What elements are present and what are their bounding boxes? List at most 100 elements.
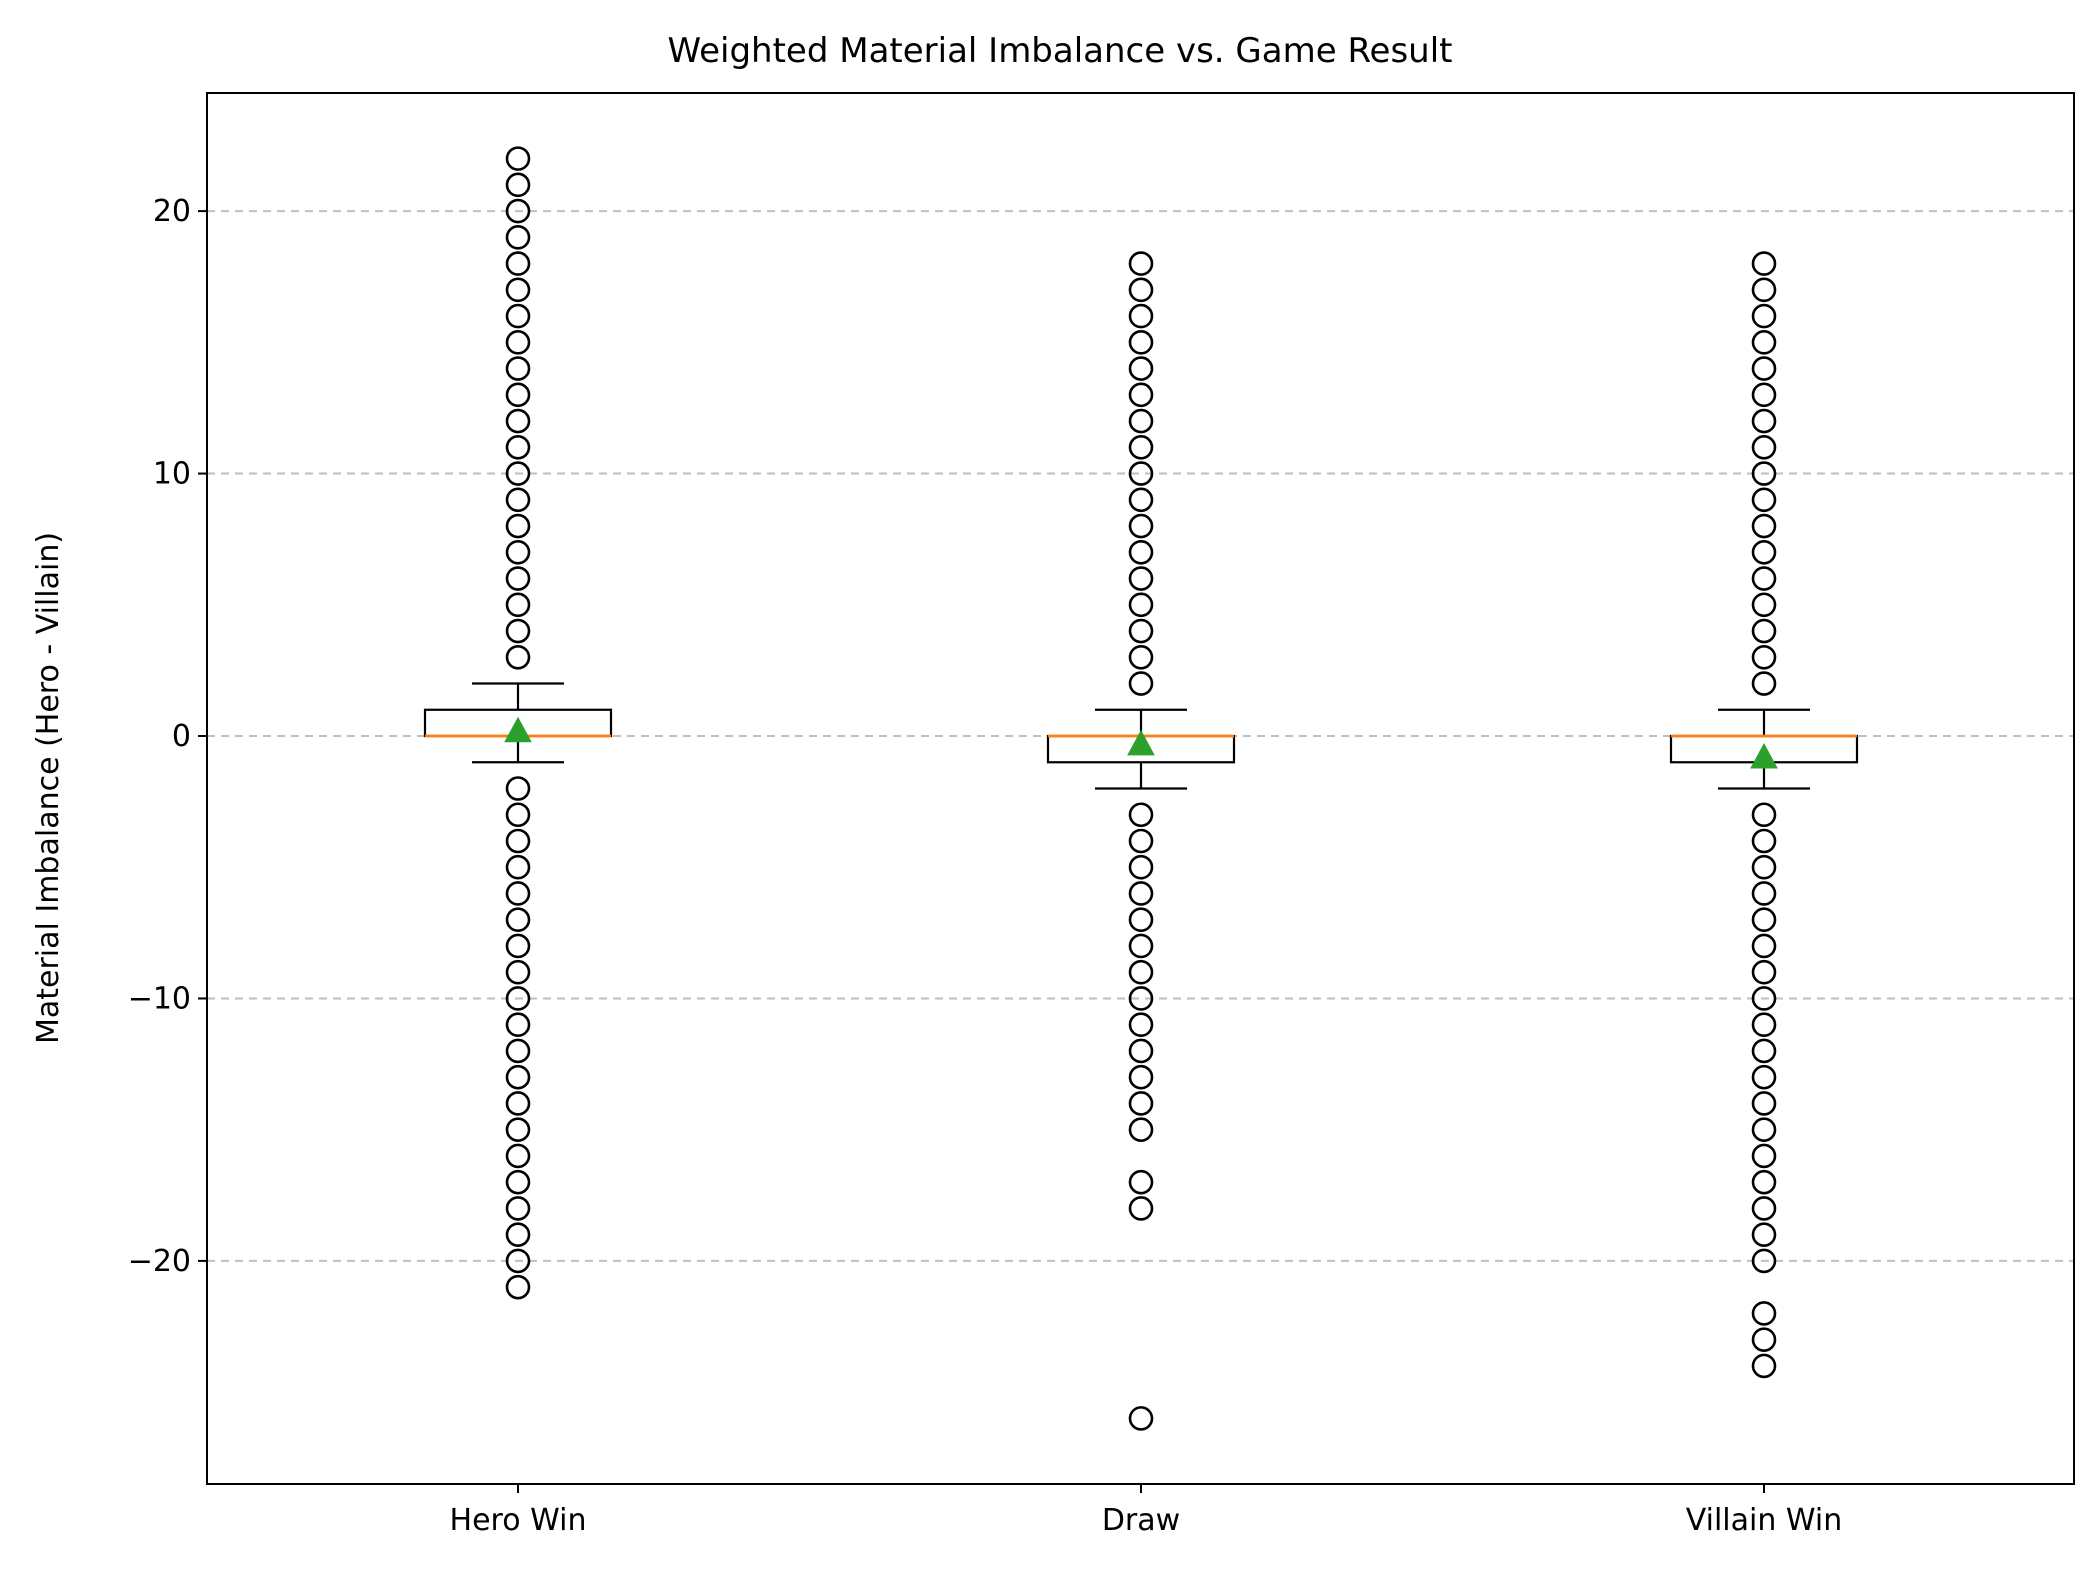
- y-tick-label: −10: [128, 981, 191, 1016]
- outlier-point: [505, 881, 531, 906]
- outlier-point: [505, 1091, 531, 1116]
- outlier-point: [505, 1117, 531, 1142]
- outlier-point: [1128, 277, 1154, 303]
- mean-marker: [1127, 729, 1155, 756]
- outlier-point: [1751, 959, 1777, 985]
- outlier-point: [505, 408, 531, 434]
- outlier-point: [1751, 461, 1777, 486]
- outlier-point: [1128, 1117, 1154, 1142]
- outlier-point: [505, 907, 531, 933]
- outlier-point: [1751, 1169, 1777, 1195]
- outlier-point: [1128, 1038, 1154, 1064]
- outlier-point: [1751, 828, 1777, 854]
- outlier-point: [1128, 251, 1154, 276]
- outlier-point: [505, 1248, 531, 1274]
- box-group: [1046, 708, 1236, 790]
- outlier-point: [1751, 566, 1777, 591]
- outlier-point: [505, 1274, 531, 1300]
- outlier-point: [505, 461, 531, 486]
- outlier-point: [1128, 854, 1154, 880]
- outlier-point: [1128, 382, 1154, 408]
- outlier-point: [505, 828, 531, 854]
- outlier-point: [1751, 251, 1777, 276]
- outlier-point: [505, 802, 531, 828]
- outlier-point: [1128, 671, 1154, 696]
- outlier-point: [1751, 644, 1777, 670]
- outlier-point: [1751, 356, 1777, 381]
- outlier-point: [505, 382, 531, 408]
- outlier-point: [1128, 303, 1154, 329]
- outlier-point: [505, 435, 531, 460]
- y-tick-label: 10: [153, 457, 191, 492]
- outlier-point: [1128, 539, 1154, 565]
- outlier-point: [1128, 356, 1154, 381]
- outlier-point: [505, 1169, 531, 1195]
- y-tick-label: 0: [172, 719, 191, 754]
- outlier-point: [1751, 303, 1777, 329]
- box-group: [423, 682, 613, 764]
- outlier-point: [505, 986, 531, 1011]
- x-tick-label: Hero Win: [450, 1503, 587, 1538]
- outlier-point: [1751, 1327, 1777, 1352]
- outlier-point: [1751, 1117, 1777, 1142]
- chart-title: Weighted Material Imbalance vs. Game Res…: [667, 31, 1452, 71]
- outlier-point: [1751, 330, 1777, 355]
- outlier-point: [1751, 1222, 1777, 1247]
- outlier-point: [1751, 1196, 1777, 1221]
- outlier-point: [1751, 513, 1777, 539]
- boxes: [423, 682, 1859, 790]
- outlier-point: [505, 172, 531, 198]
- outlier-point: [1751, 881, 1777, 906]
- outlier-point: [1128, 644, 1154, 670]
- outlier-point: [1751, 435, 1777, 460]
- outlier-point: [1751, 1143, 1777, 1169]
- outlier-point: [1751, 1038, 1777, 1064]
- mean-marker: [504, 716, 532, 743]
- outlier-point: [1128, 1169, 1154, 1195]
- outlier-point: [1128, 881, 1154, 906]
- outlier-point: [1751, 539, 1777, 565]
- outlier-point: [1128, 959, 1154, 985]
- outlier-point: [1751, 1353, 1777, 1379]
- outlier-point: [1128, 618, 1154, 644]
- outlier-point: [1751, 592, 1777, 618]
- outlier-point: [505, 1064, 531, 1090]
- outlier-point: [1751, 1064, 1777, 1090]
- box-group: [1669, 708, 1859, 790]
- outlier-point: [505, 198, 531, 224]
- outlier-point: [1128, 566, 1154, 591]
- outlier-point: [505, 303, 531, 329]
- outlier-point: [505, 1143, 531, 1169]
- mean-marker: [1750, 742, 1778, 769]
- outlier-point: [505, 146, 531, 171]
- y-tick-label: −20: [128, 1244, 191, 1279]
- outlier-point: [1128, 461, 1154, 486]
- outlier-point: [1751, 408, 1777, 434]
- axes: −20 −10 0 10 20 Hero Win Draw Villain Win: [128, 194, 1843, 1538]
- outlier-point: [1751, 933, 1777, 959]
- outlier-point: [505, 356, 531, 381]
- x-tick-label: Draw: [1102, 1503, 1180, 1538]
- outlier-point: [505, 959, 531, 985]
- outlier-point: [1128, 1064, 1154, 1090]
- outlier-point: [1128, 1091, 1154, 1116]
- outlier-point: [1751, 1091, 1777, 1116]
- outlier-point: [1751, 907, 1777, 933]
- outlier-point: [1128, 828, 1154, 854]
- outlier-point: [505, 487, 531, 513]
- outlier-point: [1128, 487, 1154, 513]
- outlier-point: [505, 854, 531, 880]
- outlier-point: [1128, 1196, 1154, 1221]
- outlier-point: [1128, 435, 1154, 460]
- outlier-point: [1128, 408, 1154, 434]
- outlier-point: [505, 1196, 531, 1221]
- outlier-point: [505, 1222, 531, 1247]
- outlier-point: [505, 1012, 531, 1038]
- outlier-point: [1751, 1301, 1777, 1326]
- outliers: [505, 146, 1777, 1431]
- outlier-point: [505, 330, 531, 355]
- outlier-point: [1751, 1012, 1777, 1038]
- outlier-point: [1751, 382, 1777, 408]
- outlier-point: [505, 1038, 531, 1064]
